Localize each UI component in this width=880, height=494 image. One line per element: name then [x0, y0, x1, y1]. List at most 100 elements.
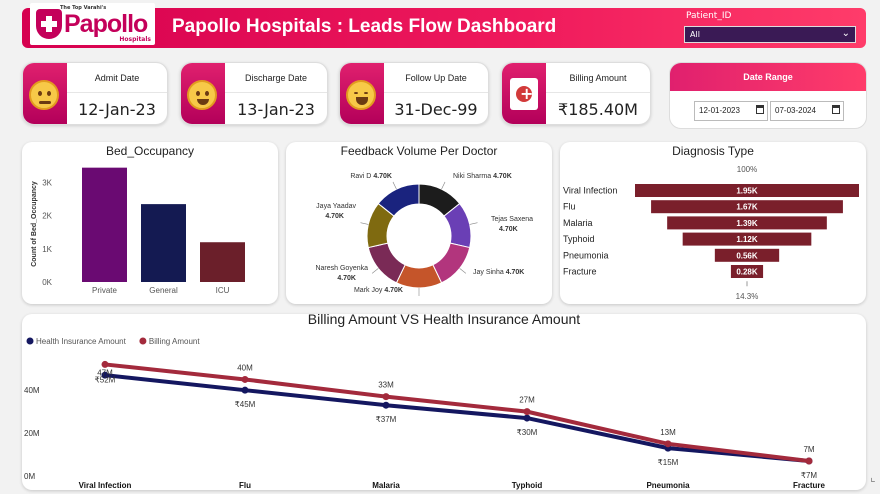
funnel-category: Malaria	[563, 218, 593, 228]
data-label-insurance: 27M	[519, 396, 535, 405]
funnel-category: Flu	[563, 202, 576, 212]
series-line-billing	[104, 362, 810, 463]
grinning-face-icon	[187, 80, 217, 110]
slice-value: 4.70K	[373, 173, 392, 180]
data-point	[382, 401, 390, 409]
data-point	[241, 386, 249, 394]
x-tick-label: Pneumonia	[646, 481, 690, 490]
legend-label: Billing Amount	[149, 337, 200, 346]
kpi-card-admit-date: Admit Date 12-Jan-23	[22, 62, 168, 125]
y-tick-label: 40M	[24, 386, 40, 395]
diagnosis-panel: Diagnosis Type 100% 1.95K Viral Infection 1…	[560, 142, 866, 304]
x-tick-label: Private	[92, 286, 117, 295]
feedback-panel: Feedback Volume Per Doctor Niki Sharma 4…	[286, 142, 552, 304]
data-point	[523, 408, 531, 416]
laughing-face-icon	[346, 80, 376, 110]
billing-vs-insurance-chart: Health Insurance Amount Billing Amount 0M 2…	[24, 337, 826, 490]
data-point	[523, 414, 531, 422]
leader-line	[441, 181, 446, 190]
resize-handle-icon[interactable]: ⌞	[870, 470, 876, 484]
funnel-bar	[714, 248, 780, 262]
slice-label: Niki Sharma 4.70K	[453, 173, 512, 180]
funnel-value: 0.28K	[736, 268, 758, 277]
slice-label: Mark Joy 4.70K	[354, 287, 403, 294]
kpi-card-follow-up-date: Follow Up Date 31-Dec-99	[339, 62, 489, 125]
leader-line	[469, 222, 478, 225]
funnel-value: 1.67K	[736, 203, 758, 212]
data-label-insurance: 13M	[660, 428, 676, 437]
data-point	[101, 360, 109, 368]
funnel-category: Pneumonia	[563, 250, 609, 260]
funnel-value: 1.12K	[736, 235, 758, 244]
kpi-icon-bg	[23, 63, 67, 124]
y-tick-label: 0K	[42, 278, 52, 287]
end-date-value: 07-03-2024	[775, 106, 816, 115]
slice-label: Jaya Yaadav	[316, 203, 356, 210]
data-label-insurance: 7M	[803, 445, 814, 454]
kpi-value: 31-Dec-99	[394, 100, 478, 119]
billing-vs-insurance-panel: Billing Amount VS Health Insurance Amoun…	[22, 311, 866, 490]
bar-icu	[200, 242, 245, 282]
medical-cross-icon	[36, 9, 62, 39]
calendar-icon[interactable]	[756, 105, 764, 114]
logo-subtitle: Hospitals	[119, 36, 151, 43]
start-date-value: 12-01-2023	[699, 106, 740, 115]
end-date-input[interactable]: 07-03-2024	[770, 101, 844, 121]
slice-label: Jay Sinha 4.70K	[473, 269, 524, 276]
data-label-insurance: 33M	[378, 381, 394, 390]
funnel-bar	[635, 184, 859, 197]
leader-line	[360, 222, 369, 225]
funnel-category: Typhoid	[563, 234, 595, 244]
medical-bill-icon	[510, 78, 538, 110]
legend-marker	[139, 337, 147, 345]
chevron-down-icon[interactable]: ⌄	[841, 28, 850, 39]
bar-private	[82, 167, 127, 282]
data-label-insurance: 47M	[97, 368, 113, 377]
data-label-billing: ₹52M	[95, 375, 116, 384]
slice-value: 4.70K	[337, 275, 356, 282]
x-tick-label: General	[149, 286, 178, 295]
data-point	[805, 457, 813, 465]
funnel-category: Fracture	[563, 267, 597, 277]
kpi-card-billing-amount: Billing Amount ₹185.40M	[501, 62, 651, 125]
y-tick-label: 3K	[42, 179, 52, 188]
slice-value: 4.70K	[493, 173, 512, 180]
thermometer-face-icon	[29, 80, 59, 110]
bar-general	[141, 204, 186, 282]
dashboard-title: Papollo Hospitals : Leads Flow Dashboard	[172, 16, 557, 37]
leader-line	[459, 268, 467, 274]
data-label-billing: ₹37M	[376, 415, 397, 424]
start-date-input[interactable]: 12-01-2023	[694, 101, 768, 121]
patient-id-value: All	[690, 30, 700, 39]
kpi-label: Follow Up Date	[405, 73, 467, 83]
calendar-icon[interactable]	[832, 105, 840, 114]
kpi-value: 12-Jan-23	[78, 100, 156, 119]
data-point	[664, 440, 672, 448]
kpi-value: 13-Jan-23	[237, 100, 315, 119]
feedback-title: Feedback Volume Per Doctor	[340, 144, 498, 158]
kpi-icon-bg	[340, 63, 384, 124]
donut-slice	[377, 183, 420, 217]
date-range-label: Date Range	[670, 63, 866, 91]
data-label-billing: ₹7M	[801, 471, 818, 480]
kpi-label: Discharge Date	[244, 73, 308, 83]
date-range-slicer: Date Range 12-01-2023 07-03-2024	[669, 62, 867, 129]
y-tick-label: 1K	[42, 245, 52, 254]
funnel-value: 1.39K	[736, 219, 758, 228]
funnel-bar	[651, 200, 843, 214]
patient-id-dropdown[interactable]: All ⌄	[684, 26, 856, 43]
data-label-billing: ₹45M	[235, 400, 256, 409]
diagnosis-funnel-chart: 100% 1.95K Viral Infection 1.67K Flu 1.39K Mal…	[563, 165, 859, 301]
logo-tagline: The Top Varahi's	[60, 5, 107, 11]
kpi-icon-bg	[502, 63, 546, 124]
data-point	[382, 393, 390, 401]
y-tick-label: 0M	[24, 472, 35, 481]
data-point	[101, 371, 109, 379]
funnel-bar	[667, 216, 827, 230]
bed-occupancy-title: Bed_Occupancy	[105, 144, 195, 158]
kpi-value: ₹185.40M	[558, 100, 638, 119]
leader-line	[371, 268, 379, 274]
donut-slice	[367, 242, 406, 284]
y-axis-label: Count of Bed_Occupancy	[31, 181, 38, 267]
